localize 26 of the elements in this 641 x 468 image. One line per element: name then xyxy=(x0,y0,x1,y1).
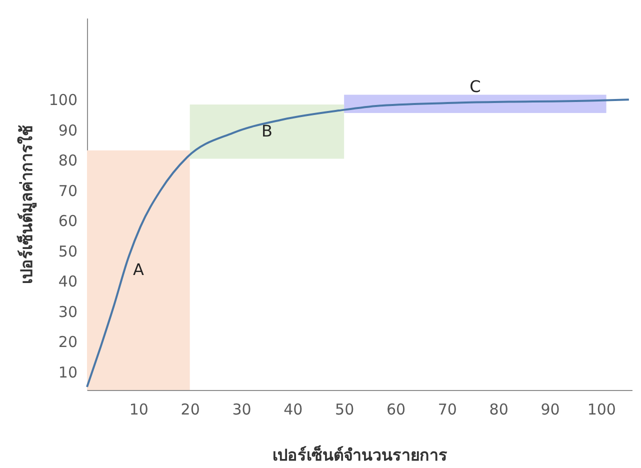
band-label: B xyxy=(261,122,272,141)
x-tick-label: 50 xyxy=(335,400,354,418)
x-tick-label: 60 xyxy=(386,400,406,418)
line-series xyxy=(86,98,630,388)
x-tick-label: 80 xyxy=(489,400,508,418)
band-label: C xyxy=(470,77,481,96)
y-tick-label: 40 xyxy=(58,272,78,291)
y-tick-label: 60 xyxy=(58,212,78,230)
x-tick-label: 20 xyxy=(180,400,200,418)
y-tick-label: 80 xyxy=(58,152,78,170)
x-tick-label: 40 xyxy=(284,400,303,418)
x-axis-title: เปอร์เซ็นต์จำนวนรายการ xyxy=(272,444,448,464)
x-tick-label: 30 xyxy=(232,400,252,418)
y-tick-label: 70 xyxy=(58,182,78,200)
x-tick-label: 90 xyxy=(540,400,560,418)
x-tick-label: 70 xyxy=(438,400,457,418)
x-tick-label: 10 xyxy=(129,400,148,418)
y-tick-label: 90 xyxy=(58,121,78,140)
y-tick-label: 30 xyxy=(58,302,78,321)
y-axis-title: เปอร์เซ็นต์มูลค่าการใช้ xyxy=(14,125,38,284)
y-tick-label: 100 xyxy=(48,91,78,110)
x-tick-label: 100 xyxy=(587,400,616,418)
band-label: A xyxy=(132,260,144,280)
y-tick-label: 10 xyxy=(58,363,78,382)
y-tick-label: 20 xyxy=(58,333,78,352)
y-tick-label: 50 xyxy=(58,242,78,260)
